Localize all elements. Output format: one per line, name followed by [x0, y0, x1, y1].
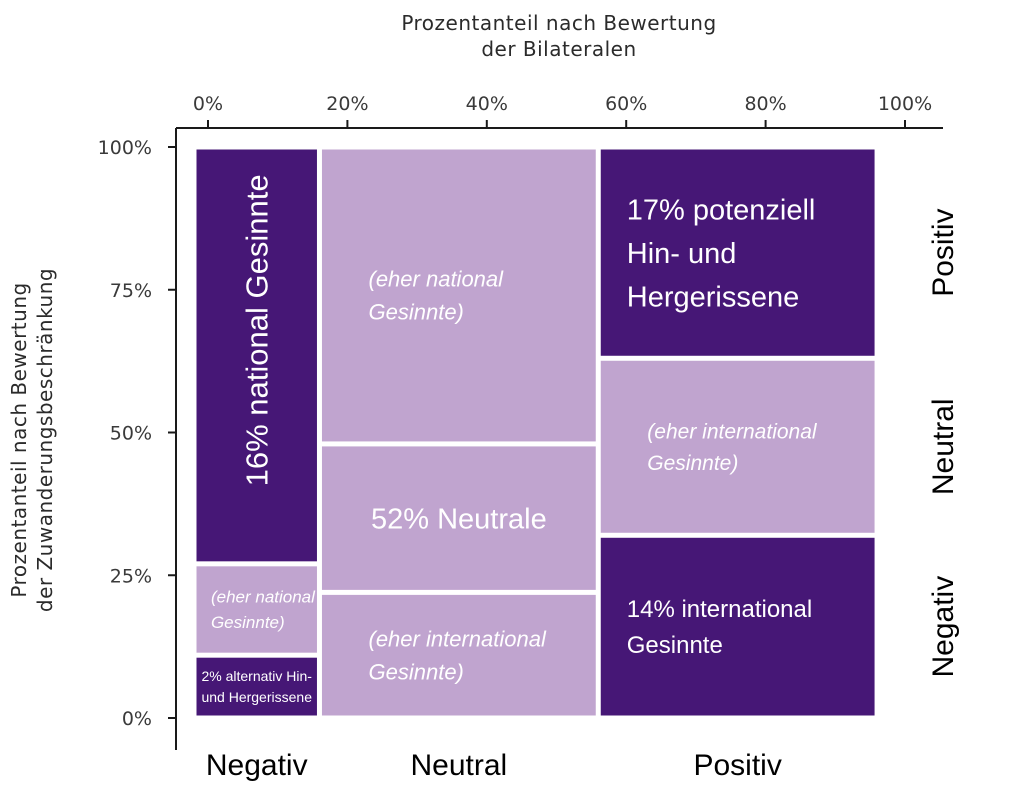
- cell-label-line: Gesinnte): [369, 300, 464, 325]
- row-label-neutral: Neutral: [927, 398, 960, 495]
- cell-label-line: Gesinnte: [627, 632, 723, 659]
- cell-positiv-negativ: 14% international Gesinnte: [600, 537, 875, 716]
- column-label-negativ: Negativ: [206, 749, 308, 782]
- cell-label-line: 16% national Gesinnte: [240, 174, 275, 486]
- cell-negativ-negativ: 2% alternativ Hin-und Hergerissene: [196, 657, 317, 716]
- cell-label: (eher international Gesinnte): [369, 626, 547, 684]
- cell-label: 14% international Gesinnte: [627, 596, 812, 659]
- x-tick-label: 20%: [326, 93, 368, 115]
- cell-negativ-neutral: (eher national Gesinnte): [196, 566, 317, 653]
- cell-label-line: 17% potenziell: [627, 194, 816, 226]
- mosaic-cell: [600, 537, 875, 716]
- mosaic-cell: [321, 149, 596, 442]
- cell-neutral-positiv: (eher national Gesinnte): [321, 149, 596, 442]
- left-axis-title-line: der Zuwanderungsbeschränkung: [33, 268, 57, 612]
- cell-label-line: Hin- und: [627, 238, 737, 270]
- mosaic-cells: 2% alternativ Hin-und Hergerissene (eher …: [196, 149, 875, 716]
- mosaic-cell: [196, 566, 317, 653]
- x-tick-label: 80%: [744, 93, 786, 115]
- cell-negativ-positiv: 16% national Gesinnte: [196, 149, 317, 562]
- cell-positiv-positiv: 17% potenziell Hin- und Hergerissene: [600, 149, 875, 356]
- axis-titles: Prozentanteil nach Bewertung der Bilatera…: [7, 11, 716, 612]
- cell-label-line: (eher national: [211, 588, 316, 607]
- cell-label-line: (eher international: [647, 420, 818, 443]
- column-label-positiv: Positiv: [693, 749, 781, 782]
- column-label-neutral: Neutral: [411, 749, 508, 782]
- mosaic-cell: [196, 657, 317, 716]
- y-tick-label: 50%: [110, 423, 152, 445]
- left-axis-title: Prozentanteil nach Bewertung der Zuwander…: [7, 268, 57, 612]
- row-label-positiv: Positiv: [927, 208, 960, 296]
- y-tick-label: 75%: [110, 280, 152, 302]
- cell-label-line: 52% Neutrale: [371, 503, 547, 535]
- category-labels: Negativ Neutral Positiv Negativ Neutral Posit…: [206, 208, 960, 782]
- axes: 0% 20% 40% 60% 80% 100% 0% 25% 50% 75% 100%: [98, 93, 943, 750]
- cell-label: 17% potenziell Hin- und Hergerissene: [627, 194, 816, 313]
- y-tick-label: 25%: [110, 565, 152, 587]
- cell-label-line: Gesinnte): [369, 659, 464, 684]
- mosaic-cell: [321, 594, 596, 716]
- cell-label-line: Hergerissene: [627, 281, 799, 313]
- cell-label-line: Gesinnte): [647, 452, 738, 475]
- cell-label-line: (eher national: [369, 267, 505, 292]
- cell-label-line: Gesinnte): [211, 613, 285, 632]
- y-tick-label: 100%: [98, 137, 152, 159]
- cell-label: 52% Neutrale: [371, 503, 547, 535]
- y-tick-label: 0%: [122, 708, 152, 730]
- cell-label-line: 14% international: [627, 596, 812, 623]
- top-axis-title-line: Prozentanteil nach Bewertung: [401, 11, 716, 35]
- cell-neutral-neutral: 52% Neutrale: [321, 446, 596, 590]
- cell-positiv-neutral: (eher international Gesinnte): [600, 360, 875, 533]
- cell-label: (eher international Gesinnte): [647, 420, 818, 475]
- cell-label-line: und Hergerissene: [201, 689, 312, 705]
- x-tick-label: 0%: [193, 93, 223, 115]
- x-tick-label: 40%: [466, 93, 508, 115]
- row-label-negativ: Negativ: [927, 576, 960, 678]
- top-axis-title: Prozentanteil nach Bewertung der Bilatera…: [401, 11, 716, 61]
- cell-label: 2% alternativ Hin-und Hergerissene: [201, 668, 312, 705]
- mosaic-cell: [600, 149, 875, 356]
- left-axis-title-line: Prozentanteil nach Bewertung: [7, 282, 31, 597]
- cell-neutral-negativ: (eher international Gesinnte): [321, 594, 596, 716]
- top-axis-title-line: der Bilateralen: [481, 37, 636, 61]
- cell-label: (eher national Gesinnte): [369, 267, 505, 325]
- mosaic-cell: [600, 360, 875, 533]
- cell-label: (eher national Gesinnte): [211, 588, 316, 633]
- mosaic-cell: [321, 446, 596, 590]
- cell-label-line: (eher international: [369, 626, 547, 651]
- cell-label: 16% national Gesinnte: [240, 174, 275, 486]
- mosaic-cell: [196, 149, 317, 562]
- x-tick-label: 100%: [878, 93, 932, 115]
- x-tick-label: 60%: [605, 93, 647, 115]
- cell-label-line: 2% alternativ Hin-: [201, 668, 312, 684]
